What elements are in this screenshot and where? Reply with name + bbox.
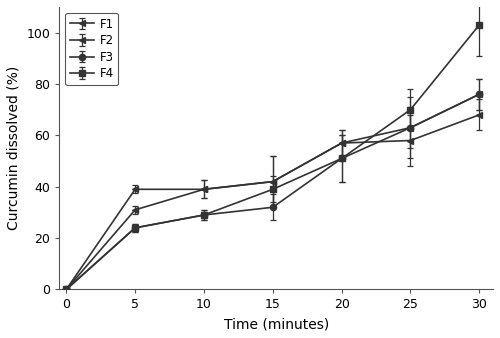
- Legend: F1, F2, F3, F4: F1, F2, F3, F4: [66, 13, 118, 85]
- X-axis label: Time (minutes): Time (minutes): [224, 317, 329, 331]
- Y-axis label: Curcumin dissolved (%): Curcumin dissolved (%): [7, 66, 21, 230]
